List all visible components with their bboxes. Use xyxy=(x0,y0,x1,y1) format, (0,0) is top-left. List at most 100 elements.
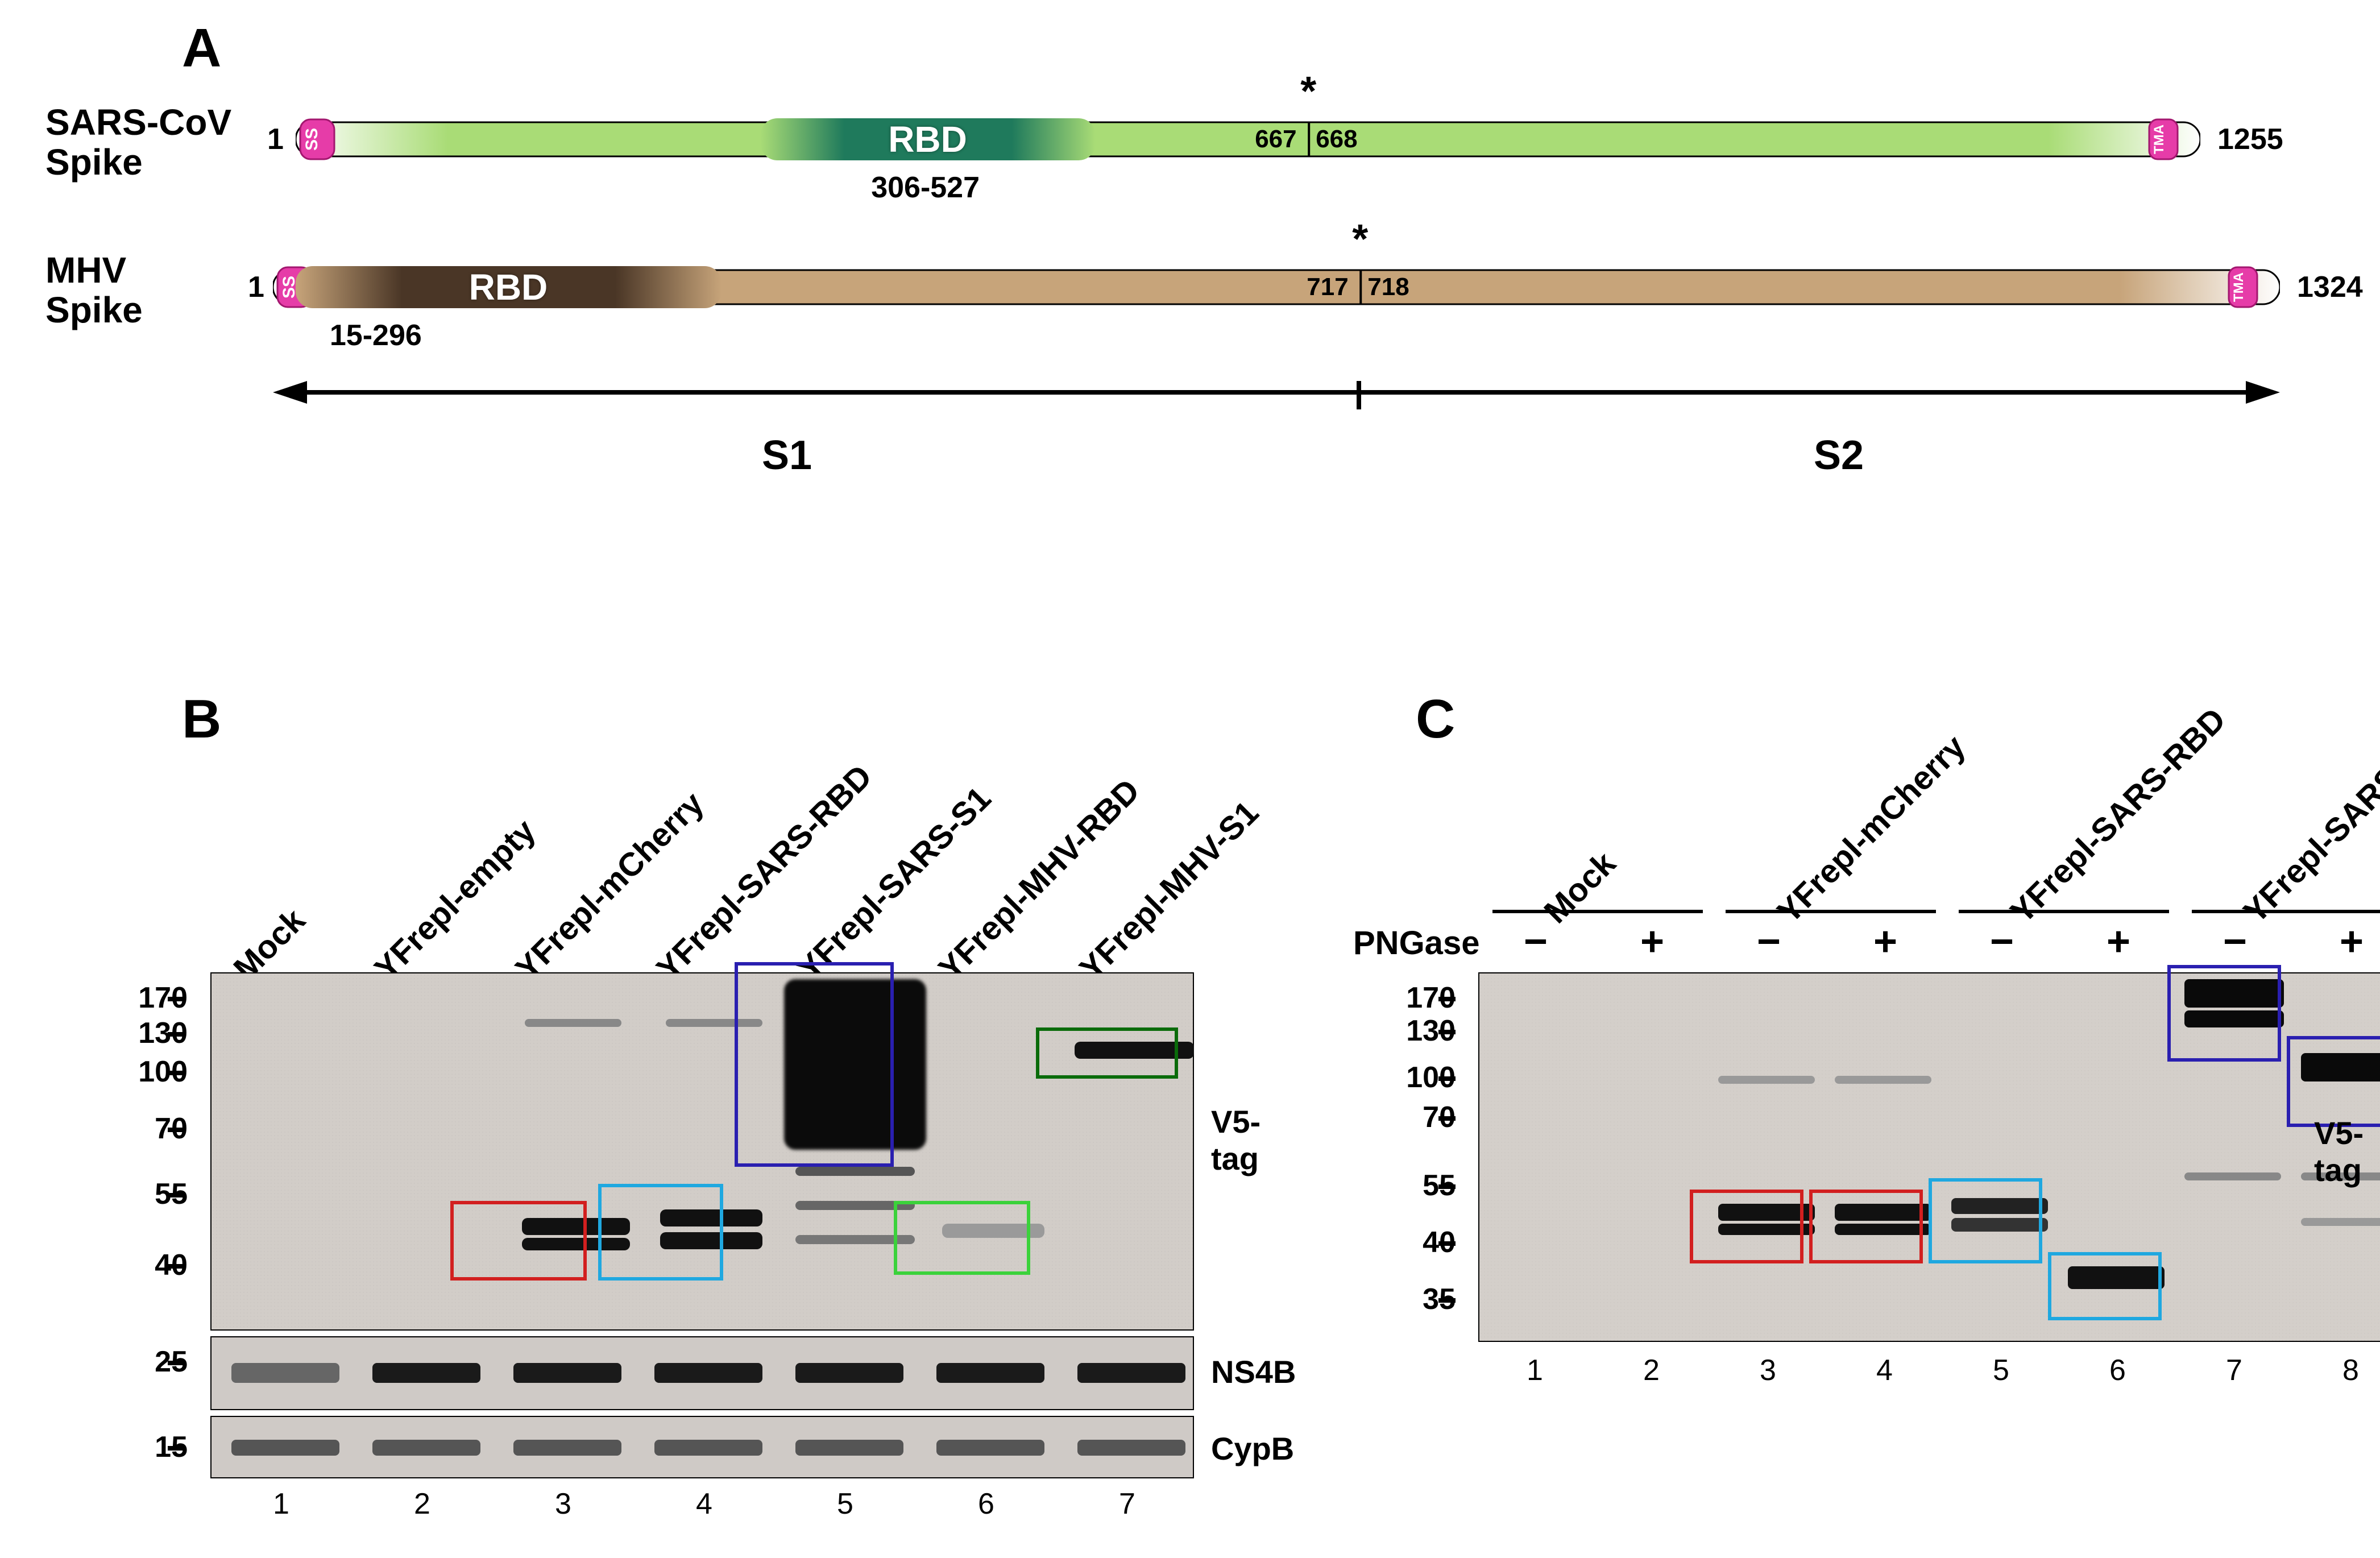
highlight-box xyxy=(1036,1027,1178,1079)
panel-c-group-0: Mock xyxy=(1537,844,1623,931)
sars-start-num: 1 xyxy=(267,122,284,156)
panel-b-blot-ns4b xyxy=(210,1336,1194,1410)
sars-end-num: 1255 xyxy=(2217,122,2283,156)
pm-symbol: − xyxy=(1990,918,2014,965)
highlight-box xyxy=(1929,1178,2042,1263)
band xyxy=(372,1363,480,1383)
panel-c-blot xyxy=(1478,972,2380,1342)
panel-b-ab-ns4b: NS4B xyxy=(1211,1353,1296,1390)
pm-symbol: + xyxy=(2107,918,2130,965)
panel-b-blot-v5 xyxy=(210,972,1194,1331)
mhv-end-num: 1324 xyxy=(2297,270,2363,304)
highlight-box xyxy=(1690,1190,1803,1263)
lane-num: 6 xyxy=(978,1487,994,1521)
panel-c: C Mock YFrepl-mCherryYFrepl-SARS-RBDYFrep… xyxy=(1359,648,2380,1558)
sars-rbd-text: RBD xyxy=(888,118,967,160)
lane-num: 5 xyxy=(1993,1353,2009,1387)
lane-num: 3 xyxy=(1760,1353,1776,1387)
band xyxy=(231,1440,339,1456)
svg-text:TMA: TMA xyxy=(2231,272,2246,302)
panel-b: B MockYFrepl-emptyYFrepl-mCherryYFrepl-S… xyxy=(80,648,1302,1558)
sars-cleave-right: 668 xyxy=(1316,125,1357,154)
highlight-box xyxy=(2287,1036,2380,1127)
highlight-box xyxy=(598,1184,723,1281)
panel-c-ab: V5-tag xyxy=(2314,1114,2380,1188)
mhv-cleave-right: 718 xyxy=(1367,273,1409,301)
lane-num: 5 xyxy=(837,1487,853,1521)
panel-a: A SARS-CoVSpike 1 SSTMA 1255 * 667 668 R… xyxy=(23,23,2357,506)
band xyxy=(936,1440,1044,1456)
band xyxy=(1718,1076,1815,1084)
panel-b-ab-cypb: CypB xyxy=(1211,1430,1294,1467)
highlight-box xyxy=(2167,965,2281,1062)
highlight-box xyxy=(450,1201,587,1281)
pm-symbol: + xyxy=(1873,918,1897,965)
band xyxy=(654,1440,762,1456)
band xyxy=(936,1363,1044,1383)
figure: A SARS-CoVSpike 1 SSTMA 1255 * 667 668 R… xyxy=(23,23,2357,1532)
pm-symbol: + xyxy=(1640,918,1664,965)
mhv-start-num: 1 xyxy=(248,270,264,304)
band xyxy=(2184,1172,2281,1180)
highlight-box xyxy=(735,962,894,1167)
lane-num: 1 xyxy=(273,1487,289,1521)
lane-num: 3 xyxy=(555,1487,571,1521)
band xyxy=(1835,1076,1931,1084)
mhv-bar: SSTMA xyxy=(273,262,2280,316)
pm-symbol: + xyxy=(2340,918,2364,965)
band xyxy=(231,1363,339,1383)
band xyxy=(525,1019,621,1027)
sars-cleave-left: 667 xyxy=(1255,125,1296,154)
panel-b-ab-v5: V5-tag xyxy=(1211,1103,1302,1177)
svg-text:SS: SS xyxy=(302,128,321,151)
panel-c-group-1: YFrepl-mCherry xyxy=(1770,728,1973,931)
s2-label: S2 xyxy=(1814,432,1864,479)
mhv-rbd-range: 15-296 xyxy=(330,318,422,353)
panel-c-label: C xyxy=(1416,688,1455,751)
mhv-spike-name: MHVSpike xyxy=(45,250,143,330)
band xyxy=(795,1440,903,1456)
band xyxy=(654,1363,762,1383)
mhv-cleave-left: 717 xyxy=(1307,273,1348,301)
s1-label: S1 xyxy=(762,432,812,479)
pm-symbol: − xyxy=(2223,918,2247,965)
band xyxy=(2301,1218,2380,1226)
mhv-bar-svg: SSTMA xyxy=(273,262,2280,313)
panel-c-group-3: YFrepl-SARS-S1 xyxy=(2236,723,2380,931)
band xyxy=(795,1363,903,1383)
svg-text:TMA: TMA xyxy=(2151,125,2167,154)
panel-a-label: A xyxy=(182,17,221,80)
mhv-rbd-text: RBD xyxy=(469,266,548,308)
sars-spike-row: SARS-CoVSpike 1 SSTMA 1255 * 667 668 RBD… xyxy=(23,97,2357,182)
panel-c-treat: PNGase xyxy=(1353,924,1479,962)
panel-c-group-2: YFrepl-SARS-RBD xyxy=(2003,701,2233,931)
mhv-star: * xyxy=(1352,216,1368,263)
sars-rbd-range: 306-527 xyxy=(871,171,980,205)
sars-bar: SS TMA xyxy=(296,114,2200,168)
sars-star: * xyxy=(1300,68,1316,115)
highlight-box xyxy=(2048,1252,2162,1320)
lane-num: 7 xyxy=(1119,1487,1135,1521)
mhv-spike-row: MHVSpike 1 SSTMA 1324 * 717 718 RBD 15-2… xyxy=(23,245,2357,330)
panel-b-blot-cypb xyxy=(210,1416,1194,1478)
lane-num: 2 xyxy=(1643,1353,1660,1387)
pm-symbol: − xyxy=(1757,918,1781,965)
pm-symbol: − xyxy=(1524,918,1548,965)
band xyxy=(1077,1440,1185,1456)
band xyxy=(372,1440,480,1456)
band xyxy=(513,1440,621,1456)
band xyxy=(1077,1363,1185,1383)
lane-num: 1 xyxy=(1527,1353,1543,1387)
band xyxy=(795,1167,915,1176)
highlight-box xyxy=(894,1201,1030,1275)
lane-num: 8 xyxy=(2342,1353,2359,1387)
lane-num: 7 xyxy=(2226,1353,2242,1387)
lane-num: 2 xyxy=(414,1487,430,1521)
highlight-box xyxy=(1809,1190,1923,1263)
lane-num: 6 xyxy=(2109,1353,2126,1387)
lane-num: 4 xyxy=(1876,1353,1893,1387)
sars-bar-svg: SS TMA xyxy=(296,114,2200,165)
panel-b-label: B xyxy=(182,688,221,751)
band xyxy=(513,1363,621,1383)
s1-s2-arrow xyxy=(273,381,2280,455)
